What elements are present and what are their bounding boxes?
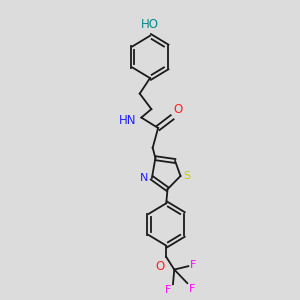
Text: HN: HN — [119, 115, 136, 128]
Text: HO: HO — [141, 18, 159, 31]
Text: N: N — [140, 173, 149, 183]
Text: F: F — [189, 284, 195, 294]
Text: O: O — [156, 260, 165, 273]
Text: S: S — [183, 171, 190, 181]
Text: F: F — [165, 285, 172, 295]
Text: F: F — [190, 260, 196, 270]
Text: O: O — [173, 103, 183, 116]
